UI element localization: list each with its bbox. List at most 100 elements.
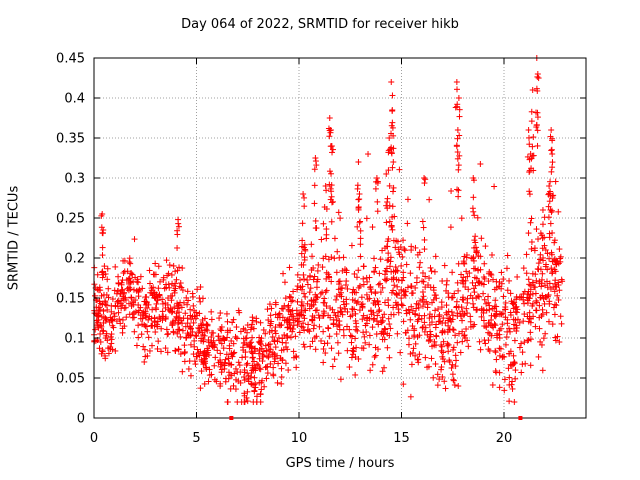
- data-point: [357, 227, 364, 234]
- data-point: [539, 311, 546, 318]
- data-point: [104, 276, 111, 283]
- data-point: [135, 334, 142, 341]
- data-point: [467, 313, 474, 320]
- data-point: [164, 272, 171, 279]
- data-point: [279, 314, 286, 321]
- data-point: [473, 249, 480, 256]
- data-point: [335, 278, 342, 285]
- data-point: [279, 335, 286, 342]
- data-point: [187, 341, 194, 348]
- data-point: [110, 324, 117, 331]
- data-point: [231, 370, 238, 377]
- data-point: [477, 346, 484, 353]
- data-point: [387, 258, 394, 265]
- data-point: [441, 358, 448, 365]
- data-point: [411, 327, 418, 334]
- data-point: [203, 326, 210, 333]
- data-point: [379, 368, 386, 375]
- data-point: [436, 313, 443, 320]
- data-point: [385, 315, 392, 322]
- data-point: [519, 349, 526, 356]
- data-point: [264, 370, 271, 377]
- data-point: [142, 294, 149, 301]
- data-point: [467, 292, 474, 299]
- data-point: [504, 252, 511, 259]
- data-point: [152, 304, 159, 311]
- data-point: [282, 360, 289, 367]
- data-point: [333, 330, 340, 337]
- data-point: [220, 335, 227, 342]
- data-point: [369, 361, 376, 368]
- data-point: [501, 387, 508, 394]
- data-point: [385, 297, 392, 304]
- data-point: [313, 333, 320, 340]
- data-point: [193, 353, 200, 360]
- data-point: [438, 299, 445, 306]
- data-point: [406, 309, 413, 316]
- data-point: [170, 262, 177, 269]
- data-point: [381, 311, 388, 318]
- data-point: [312, 217, 319, 224]
- data-point: [465, 343, 472, 350]
- data-point: [483, 307, 490, 314]
- data-point: [315, 261, 322, 268]
- data-point: [505, 365, 512, 372]
- data-point: [442, 385, 449, 392]
- data-point: [510, 352, 517, 359]
- data-point: [241, 373, 248, 380]
- data-point: [360, 281, 367, 288]
- data-point: [155, 263, 162, 270]
- data-point: [262, 330, 269, 337]
- data-point: [480, 274, 487, 281]
- data-point: [422, 273, 429, 280]
- data-point: [217, 310, 224, 317]
- data-point: [543, 309, 550, 316]
- data-point: [260, 348, 267, 355]
- data-point: [185, 365, 192, 372]
- data-point: [377, 289, 384, 296]
- data-point: [241, 339, 248, 346]
- data-point: [92, 326, 99, 333]
- data-point: [542, 282, 549, 289]
- data-point: [350, 286, 357, 293]
- data-point: [322, 350, 329, 357]
- data-point: [486, 347, 493, 354]
- data-point: [137, 273, 144, 280]
- data-point: [98, 350, 105, 357]
- data-point: [544, 250, 551, 257]
- data-point: [133, 342, 140, 349]
- data-point: [363, 291, 370, 298]
- data-point: [525, 230, 532, 237]
- data-point: [498, 269, 505, 276]
- data-point: [478, 313, 485, 320]
- data-point: [203, 366, 210, 373]
- data-point: [105, 294, 112, 301]
- data-point: [304, 281, 311, 288]
- data-point: [126, 259, 133, 266]
- data-point: [227, 385, 234, 392]
- data-point: [250, 358, 257, 365]
- data-point: [212, 354, 219, 361]
- data-point: [335, 350, 342, 357]
- data-point: [432, 342, 439, 349]
- data-point: [97, 287, 104, 294]
- data-point: [313, 284, 320, 291]
- data-point: [366, 341, 373, 348]
- data-point: [155, 293, 162, 300]
- data-point: [547, 220, 554, 227]
- data-point: [336, 278, 343, 285]
- data-point: [535, 260, 542, 267]
- data-point: [105, 285, 112, 292]
- data-point: [192, 332, 199, 339]
- data-point: [197, 321, 204, 328]
- data-point: [375, 301, 382, 308]
- data-point: [378, 319, 385, 326]
- data-point: [552, 337, 559, 344]
- data-point: [525, 276, 532, 283]
- data-point: [553, 283, 560, 290]
- data-point: [191, 358, 198, 365]
- data-point: [450, 377, 457, 384]
- data-point: [399, 253, 406, 260]
- data-point: [513, 324, 520, 331]
- data-point: [445, 322, 452, 329]
